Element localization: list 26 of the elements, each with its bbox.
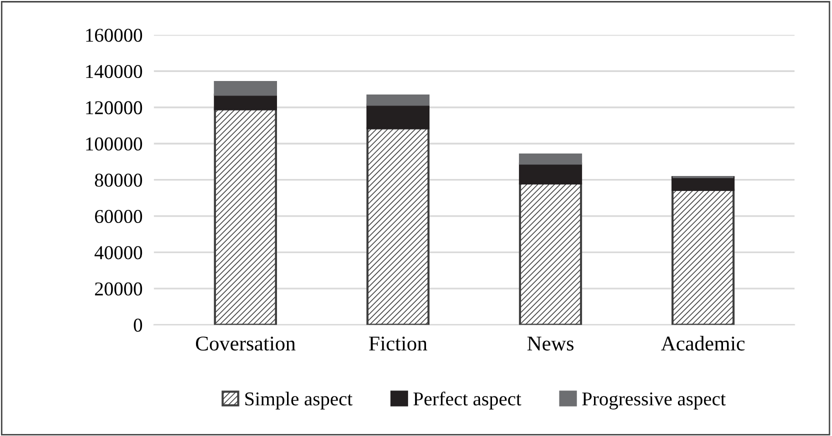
x-tick-label: Fiction [369,336,428,351]
x-tick-label: News [527,336,574,351]
bar [671,176,735,191]
y-tick-label: 160000 [86,28,142,42]
legend-label: Perfect aspect [413,392,522,410]
bar [366,127,430,325]
bar [671,188,735,325]
bar [214,80,277,96]
bar [518,162,582,185]
y-tick-label: 0 [134,318,142,332]
y-tick-label: 40000 [94,246,142,260]
y-tick-label: 20000 [95,282,142,296]
x-tick-label: Academic [661,336,745,351]
bar [366,104,430,130]
legend-label: Simple aspect [245,392,352,410]
x-tick-label: Coversation [196,336,296,351]
y-tick-label: 60000 [95,210,142,224]
y-tick-label: 120000 [86,101,142,114]
bar [366,94,430,106]
bar [214,108,277,325]
legend-label: Progressive aspect [582,392,726,410]
y-tick-label: 100000 [86,137,142,151]
y-tick-label: 140000 [86,64,142,78]
bar [518,182,582,325]
bar [518,153,582,165]
y-tick-label: 80000 [94,174,142,187]
